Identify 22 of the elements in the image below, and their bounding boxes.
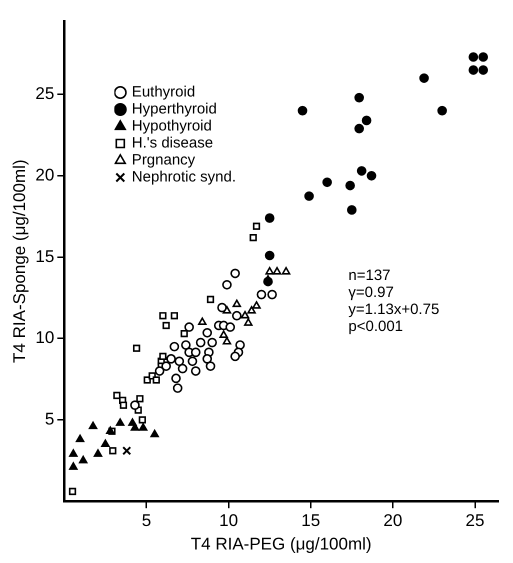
y-tick-label: 5 — [44, 410, 54, 429]
legend-label: H.'s disease — [132, 134, 214, 152]
x-tick-label: 25 — [466, 511, 484, 530]
x-axis-title: T4 RIA-PEG (μg/100ml) — [190, 534, 372, 554]
y-tick-label: 15 — [35, 246, 54, 266]
y-tick-label: 25 — [35, 84, 54, 104]
annotation: γ=0.97 — [348, 284, 394, 302]
legend-label: Prgnancy — [132, 152, 196, 169]
annotation: y=1.13x+0.75 — [348, 301, 440, 318]
x-tick-label: 20 — [383, 511, 402, 530]
legend-label: Nephrotic synd. — [132, 168, 236, 186]
x-tick-label: 5 — [142, 511, 152, 530]
y-axis-title: T4 RIA-Sponge (μg/100ml) — [10, 159, 29, 363]
y-tick-label: 10 — [35, 328, 54, 348]
legend-label: Hypothyroid — [132, 118, 212, 135]
legend-label: Hyperthyroid — [132, 100, 217, 118]
y-tick-label: 20 — [35, 165, 54, 184]
annotation: p<0.001 — [348, 318, 404, 336]
legend-label: Euthyroid — [132, 84, 196, 101]
x-tick-label: 15 — [301, 511, 320, 530]
x-tick-label: 10 — [219, 511, 238, 530]
annotation: n=137 — [348, 267, 391, 284]
